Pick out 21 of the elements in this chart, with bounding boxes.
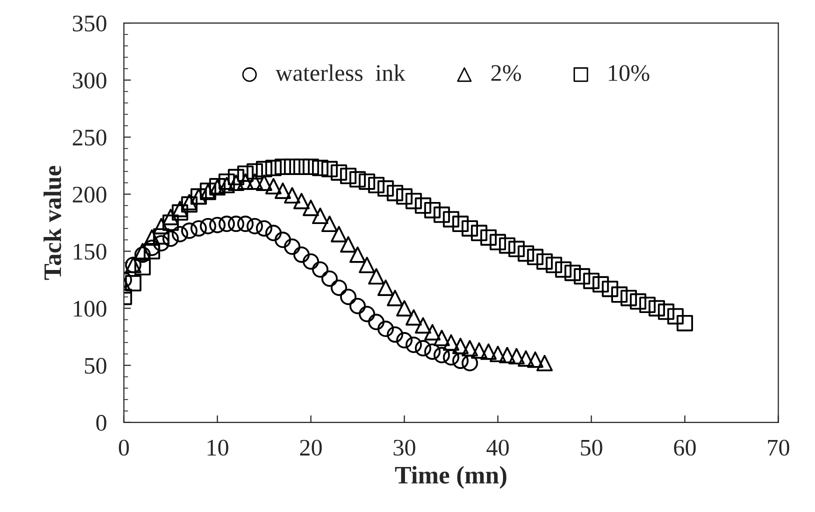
legend-label: 2% xyxy=(491,65,522,82)
y-tick-label: 250 xyxy=(72,130,106,146)
y-tick-label: 350 xyxy=(72,16,106,32)
y-tick-label: 50 xyxy=(84,358,106,374)
legend-label: 10% xyxy=(608,65,650,82)
x-tick-label: 0 xyxy=(118,440,129,456)
y-axis-title: Tack value xyxy=(44,166,62,280)
x-tick-label: 70 xyxy=(768,440,790,456)
x-axis-title: Time (mn) xyxy=(395,466,506,489)
legend-label: waterless ink xyxy=(276,64,406,82)
x-tick-label: 50 xyxy=(580,440,602,456)
y-tick-label: 150 xyxy=(74,244,106,260)
y-tick-label: 300 xyxy=(72,72,106,89)
x-tick-label: 20 xyxy=(300,440,322,456)
x-tick-label: 60 xyxy=(674,440,696,456)
x-tick-label: 40 xyxy=(486,440,509,456)
y-tick-label: 100 xyxy=(74,300,106,317)
x-tick-label: 30 xyxy=(394,440,416,456)
y-tick-label: 0 xyxy=(96,414,106,431)
x-tick-label: 10 xyxy=(208,440,228,456)
y-tick-label: 200 xyxy=(72,186,106,203)
